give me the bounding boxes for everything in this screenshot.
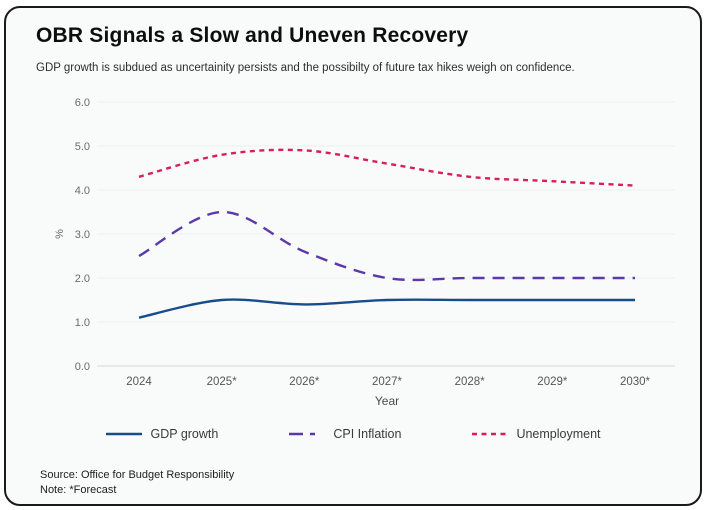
legend-item-gdp-growth: GDP growth [105,427,218,441]
x-axis-title: Year [375,394,399,408]
legend-item-cpi-inflation: CPI Inflation [288,427,401,441]
legend-label-cpi-inflation: CPI Inflation [333,427,402,441]
y-tick-label: 0.0 [75,361,90,373]
legend-item-unemployment: Unemployment [471,427,601,441]
legend-line-sample-gdp-growth [106,432,143,436]
x-tick-label: 2027* [372,376,403,388]
y-tick-label: 4.0 [75,185,90,197]
x-tick-label: 2024 [126,376,152,388]
page-title: OBR Signals a Slow and Uneven Recovery [36,24,469,47]
x-tick-label: 2030* [620,376,651,388]
x-tick-label: 2025* [207,376,238,388]
legend-line-sample-cpi-inflation [289,432,326,436]
note-text: Note: *Forecast [40,484,117,496]
chart-card: OBR Signals a Slow and Uneven Recovery G… [4,6,702,506]
y-tick-label: 3.0 [75,229,90,241]
line-chart: 0.0 1.0 2.0 3.0 4.0 5.0 6.0% 2024 2025* 2026* 2027… [54,97,675,408]
x-tick-label: 2026* [289,376,320,388]
series-line-cpi-inflation [138,210,635,282]
legend-label-gdp-growth: GDP growth [150,427,219,441]
y-tick-label: 1.0 [75,317,90,329]
chart-legend: GDP growth CPI Inflation Unemployment [6,427,700,441]
y-tick-label: 6.0 [75,97,90,109]
series-line-gdp-growth [138,298,635,319]
series-line-unemployment [138,148,636,187]
source-text: Source: Office for Budget Responsibility [40,469,235,481]
page-subtitle: GDP growth is subdued as uncertainity pe… [36,62,575,74]
y-axis-title: % [54,229,66,239]
legend-label-unemployment: Unemployment [516,427,601,441]
x-tick-label: 2029* [537,376,568,388]
y-tick-label: 5.0 [75,141,90,153]
y-tick-label: 2.0 [75,273,90,285]
legend-line-sample-unemployment [472,432,509,436]
x-tick-label: 2028* [455,376,486,388]
